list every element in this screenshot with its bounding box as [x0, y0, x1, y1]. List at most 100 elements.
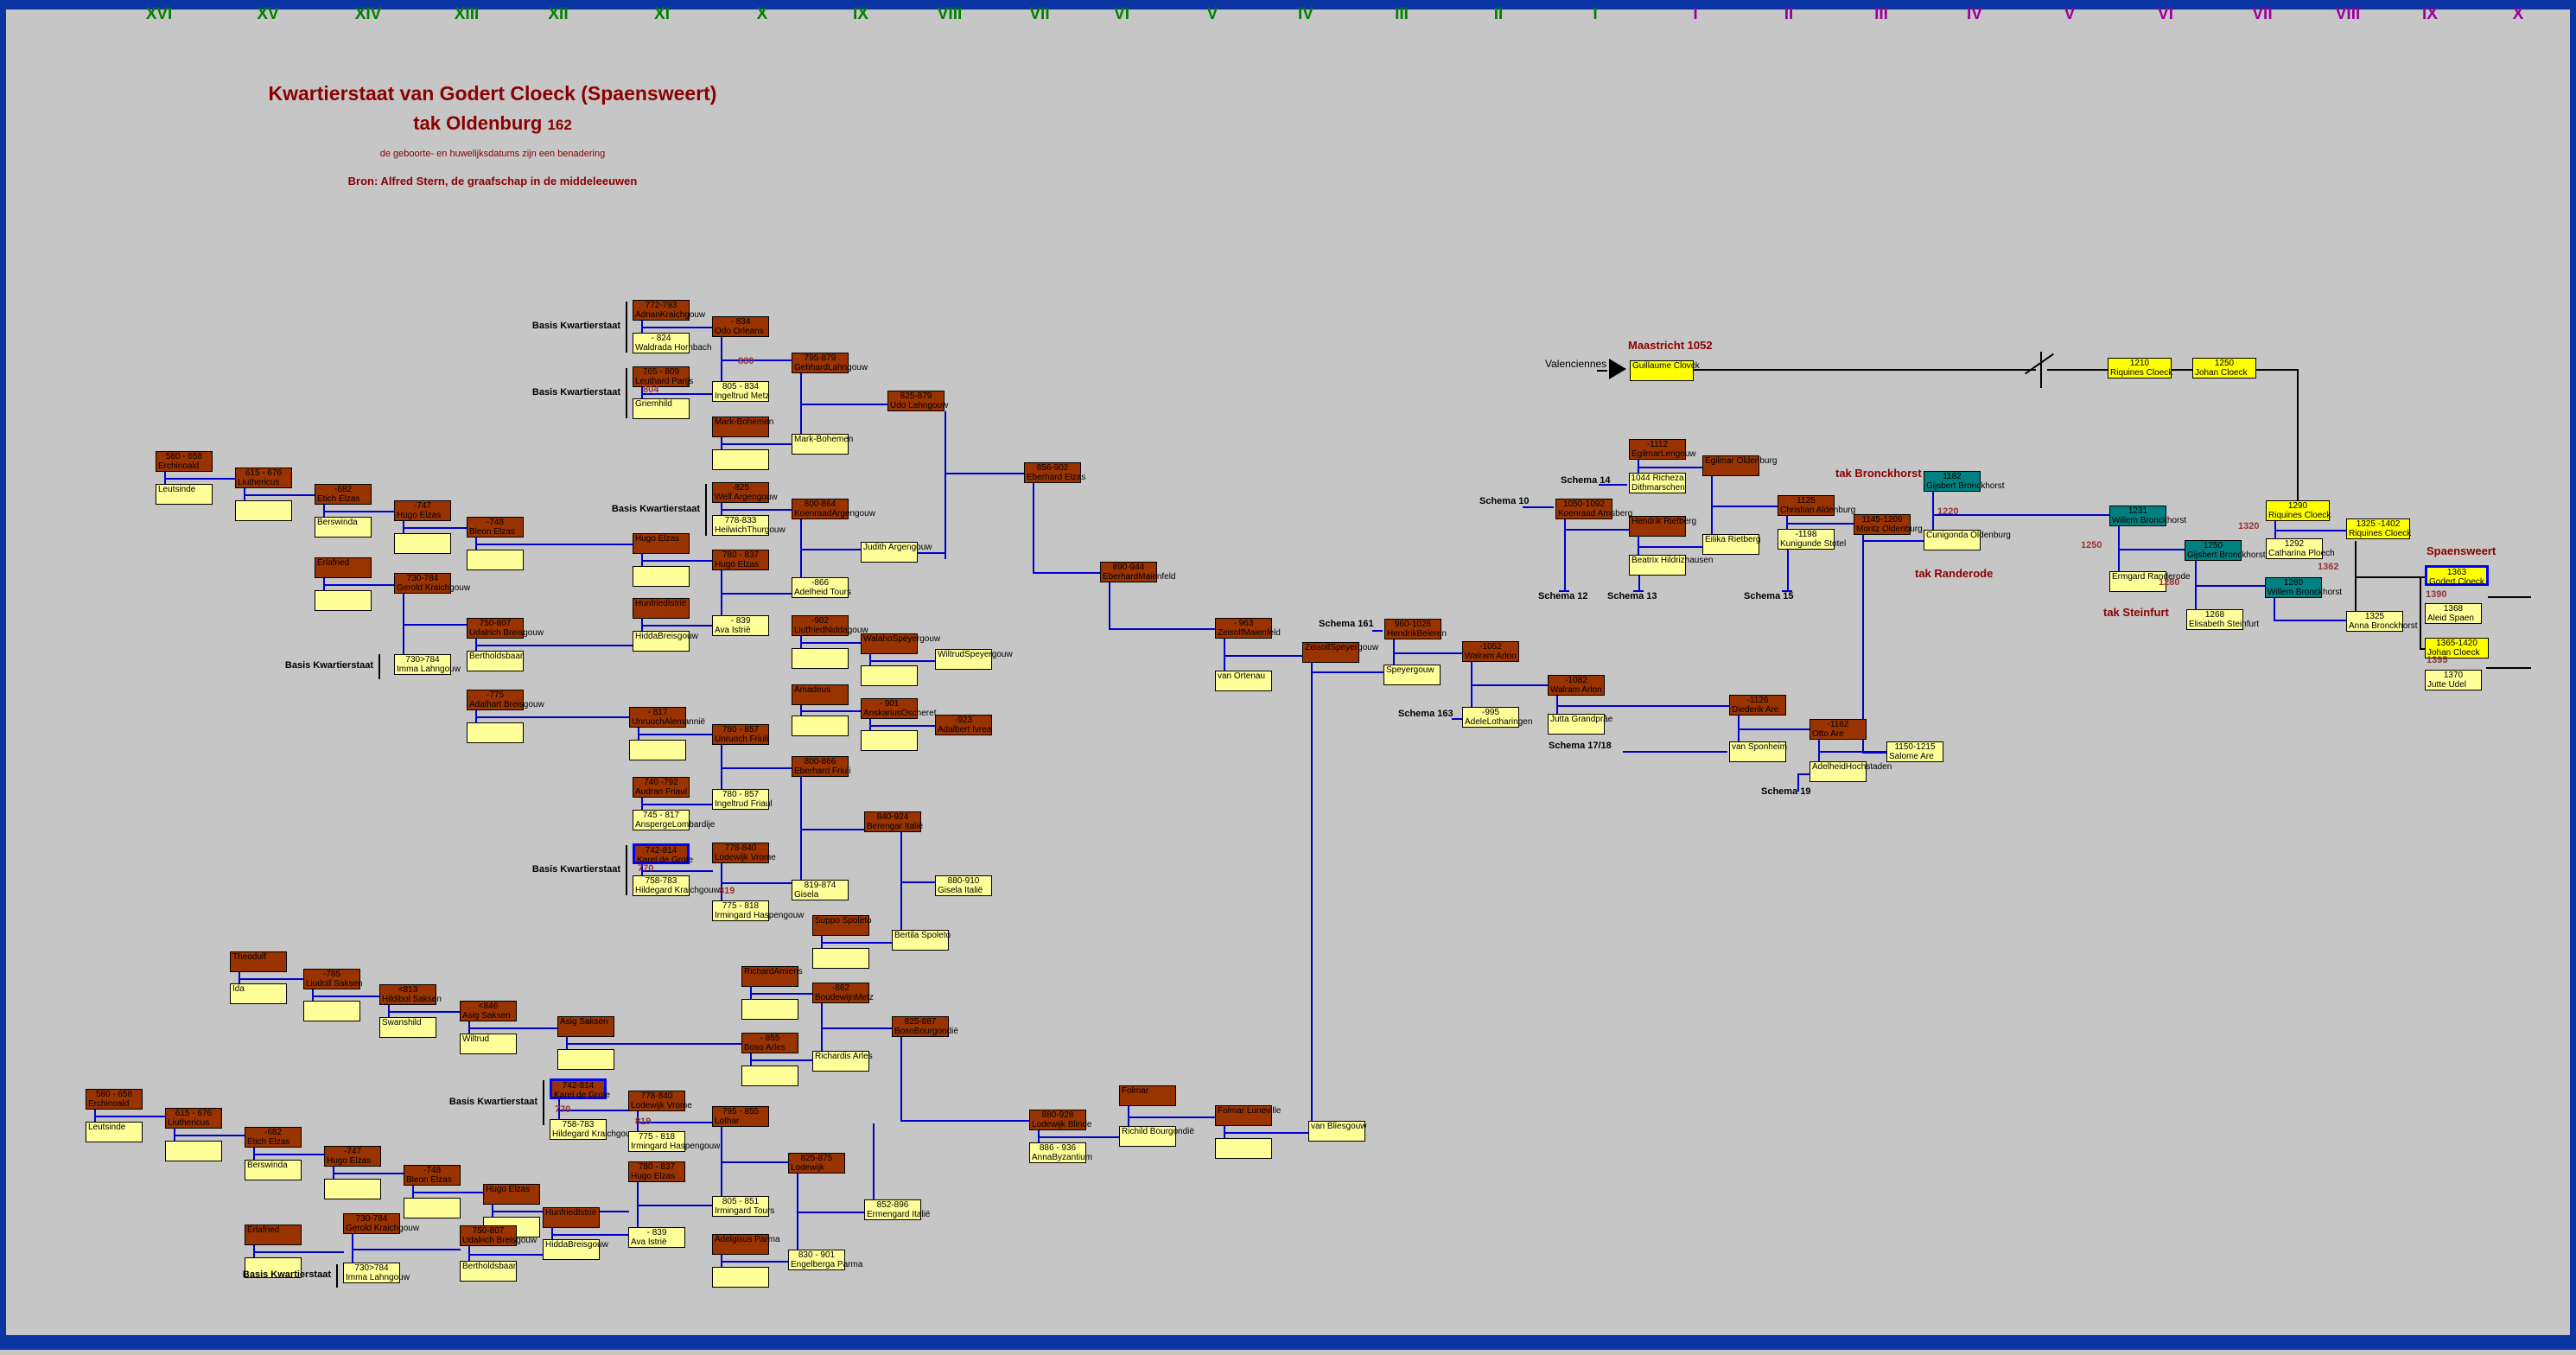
- person-box-f2: 886 - 936 AnnaByzantium: [1029, 1142, 1092, 1163]
- connector-line: [468, 1246, 470, 1261]
- person-box-d10: [557, 1049, 614, 1070]
- person-name: Ava Istrië: [631, 1237, 667, 1247]
- person-name: van Sponheim: [1732, 742, 1787, 752]
- person-name: Johan Cloeck: [2195, 368, 2248, 378]
- person-name: Catharina Ploech: [2268, 549, 2335, 558]
- person-dates: 1268: [2204, 610, 2225, 620]
- person-box-t4: 765 - 809 Leuthard Parijs: [633, 366, 694, 387]
- connector-line: [323, 511, 395, 512]
- person-box-e31: [712, 1267, 769, 1288]
- connector-line: [333, 1173, 404, 1174]
- person-dates: 1050-1092: [1563, 499, 1605, 509]
- page-title: Kwartierstaat van Godert Cloeck (Spaensw…: [268, 82, 717, 105]
- frame-bottom: [0, 1335, 2576, 1350]
- person-name: Waldrada Hornbach: [635, 343, 712, 353]
- person-name: Jutta Grandprâe: [1550, 715, 1613, 724]
- person-box-e26: 780 - 837 Hugo Elzas: [628, 1161, 685, 1182]
- person-box-t12: -825 Welf Argengouw: [712, 482, 778, 503]
- person-box-a24: - 817 UnruochAlemannië: [629, 707, 705, 728]
- person-box-r17: 1268 Elisabeth Steinfurt: [2186, 609, 2259, 630]
- person-dates: 750-807: [479, 619, 512, 628]
- person-name: Etich Elzas: [317, 494, 360, 504]
- person-name: Koenraad Arnsberg: [1558, 509, 1633, 518]
- person-box-r1: Guillaume Clovck: [1630, 360, 1700, 381]
- person-box-t31: ZeisolfSpeyergouw: [1302, 642, 1378, 663]
- connector-line: [721, 359, 792, 361]
- person-name: Hugo Elzas: [635, 534, 680, 544]
- person-box-e33: 852-896 Ermengard Italië: [864, 1199, 930, 1220]
- connector-line: [1452, 718, 1462, 720]
- connector-line: [797, 1212, 865, 1213]
- person-name: Hildegard Kraichgouw: [635, 886, 720, 895]
- person-name: Leutsinde: [88, 1123, 126, 1132]
- person-dates: - 824: [651, 334, 671, 343]
- connector-line: [641, 804, 713, 805]
- person-name: Lodewijk: [791, 1163, 824, 1173]
- frame-top: [0, 0, 2576, 10]
- person-name: Riquines Cloeck: [2110, 368, 2173, 378]
- person-box-t27: 856-902 Eberhard Elzas: [1024, 462, 1086, 483]
- person-box-r9: 1125 Christian Aldenburg: [1778, 495, 1855, 516]
- connector-line: [750, 1059, 813, 1061]
- generation-numeral-green: III: [1395, 5, 1409, 23]
- person-box-t25: [861, 730, 918, 751]
- person-name: Hugo Elzas: [397, 511, 442, 520]
- person-box-e17: 750-807 Udalrich Breisgouw: [460, 1225, 537, 1246]
- connector-line: [551, 1228, 553, 1239]
- person-name: Willem Bronckhorst: [2112, 516, 2187, 525]
- connector-line: [721, 337, 722, 381]
- connector-line: [164, 478, 236, 480]
- person-dates: 742-814: [562, 1081, 595, 1091]
- connector-line: [253, 1154, 325, 1155]
- person-box-d2: Ida: [230, 983, 287, 1004]
- connector-line: [1393, 652, 1463, 654]
- person-dates: 825-879: [900, 391, 932, 401]
- person-box-a25: [629, 740, 686, 760]
- person-box-e10: [404, 1198, 461, 1218]
- connector-line: [638, 734, 713, 735]
- person-box-e25: 795 - 855 Lothar: [712, 1106, 769, 1127]
- person-name: Gijsbert Bronckhorst: [1926, 481, 2005, 491]
- person-box-r5: 1050-1092 Koenraad Arnsberg: [1555, 499, 1633, 519]
- person-box-r2: -1112 EgilmarLerigouw: [1629, 439, 1695, 460]
- connector-line: [1038, 1136, 1120, 1138]
- connector-line: [403, 624, 467, 626]
- person-dates: 880-910: [947, 876, 980, 886]
- person-box-a13: Erlafried: [315, 557, 372, 578]
- person-dates: 758-783: [562, 1120, 595, 1129]
- connector-line: [721, 443, 792, 445]
- person-box-t13: 778-833 HeilwichThurgouw: [712, 515, 786, 536]
- generation-numeral-purple: III: [1874, 5, 1888, 23]
- person-dates: 778-840: [640, 1091, 673, 1101]
- person-dates: - 817: [647, 708, 668, 717]
- person-name: Aleid Spaen: [2427, 614, 2474, 623]
- person-dates: 758-783: [645, 876, 677, 886]
- connector-line: [641, 327, 713, 328]
- person-box-r12: 1182 Gijsbert Bronckhorst: [1924, 471, 2005, 492]
- person-box-r25: 1363 Godert Cloeck: [2425, 565, 2489, 587]
- person-box-f1: 880-928 Lodewijk Blinde: [1029, 1110, 1092, 1130]
- arrow-icon: [1609, 359, 1626, 379]
- connector-line: [721, 509, 792, 511]
- person-box-r6: Hendrik Rietberg: [1629, 516, 1696, 537]
- person-name: Gijsbert Bronckhorst: [2187, 550, 2266, 560]
- person-box-a43: [741, 999, 798, 1020]
- connector-line: [1109, 582, 1110, 628]
- person-name: AdelheidHochstaden: [1812, 762, 1892, 772]
- person-name: Guillaume Clovck: [1632, 361, 1700, 371]
- person-dates: -995: [1481, 708, 1499, 717]
- person-name: Leuthard Parijs: [635, 377, 694, 386]
- person-name: BosoBourgondië: [894, 1027, 958, 1036]
- person-box-a48: 825-887 BosoBourgondië: [892, 1016, 958, 1037]
- person-dates: 730>784: [405, 655, 440, 665]
- person-box-t19: WalahoSpeyergouw: [861, 633, 940, 654]
- person-name: WiltrudSpeyergouw: [938, 650, 1013, 659]
- person-dates: 1145-1209: [1861, 515, 1903, 525]
- person-name: Eberhard Elzas: [1027, 473, 1086, 482]
- person-name: Berswinda: [317, 518, 358, 527]
- person-dates: -682: [334, 485, 352, 494]
- connector-line: [1311, 671, 1383, 673]
- person-box-a28: 740 -792 Audran Friaul: [633, 777, 690, 798]
- marriage-year-label: 1220: [1937, 506, 1959, 517]
- connector-line: [1782, 590, 1792, 592]
